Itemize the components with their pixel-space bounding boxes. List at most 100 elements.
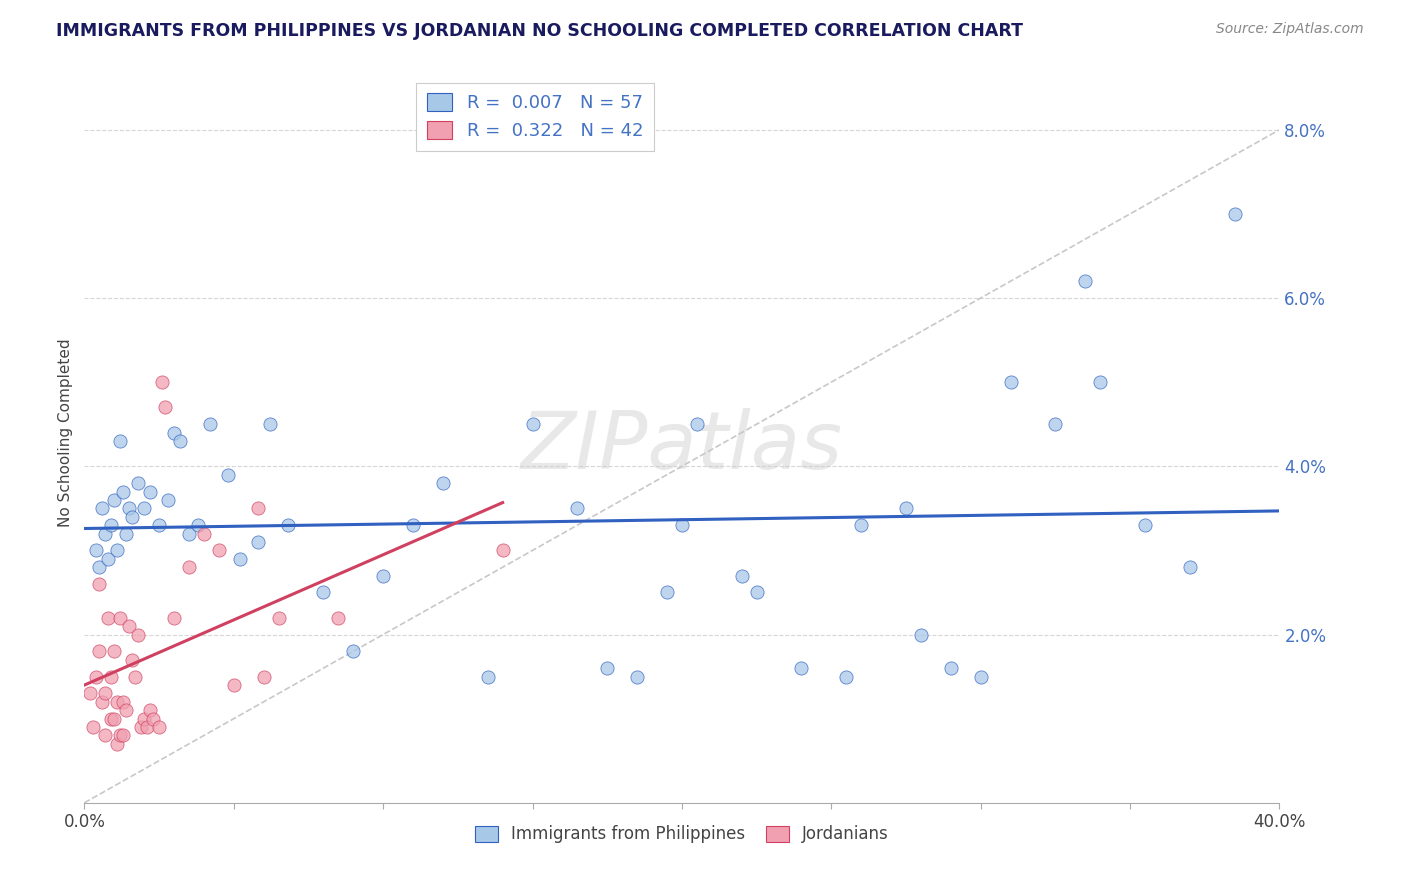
Point (835, 670, 858, 684)
Text: IMMIGRANTS FROM PHILIPPINES VS JORDANIAN NO SCHOOLING COMPLETED CORRELATION CHAR: IMMIGRANTS FROM PHILIPPINES VS JORDANIAN… (56, 22, 1024, 40)
Point (153, 401, 176, 415)
Point (671, 518, 693, 533)
Point (112, 484, 135, 499)
Point (373, 568, 395, 582)
Point (1133, 518, 1156, 533)
Point (105, 737, 128, 751)
Point (129, 720, 152, 734)
Text: Source: ZipAtlas.com: Source: ZipAtlas.com (1216, 22, 1364, 37)
Point (1045, 417, 1067, 432)
Point (150, 375, 173, 389)
Point (100, 670, 122, 684)
Point (745, 585, 768, 599)
Point (626, 670, 648, 684)
Point (894, 501, 917, 516)
Point (432, 476, 454, 491)
Point (132, 712, 156, 726)
Point (127, 627, 149, 641)
Point (402, 518, 425, 533)
Point (246, 501, 269, 516)
Point (1000, 375, 1022, 389)
Point (655, 585, 678, 599)
Point (89, 560, 111, 574)
Point (342, 644, 364, 658)
Point (86, 670, 108, 684)
Point (97, 610, 120, 624)
Point (193, 526, 215, 541)
Point (148, 720, 170, 734)
Point (229, 551, 252, 566)
Point (1223, 207, 1246, 221)
Point (187, 518, 209, 533)
Point (103, 492, 125, 507)
Point (94, 526, 117, 541)
Point (103, 644, 125, 658)
Point (267, 610, 290, 624)
Point (136, 720, 159, 734)
Point (259, 417, 281, 432)
Point (198, 417, 221, 432)
Point (492, 543, 515, 558)
Point (139, 703, 162, 717)
Point (127, 476, 149, 491)
Point (124, 670, 146, 684)
Point (246, 535, 269, 549)
Point (105, 543, 128, 558)
Point (112, 695, 135, 709)
Point (89, 577, 111, 591)
Point (217, 467, 239, 482)
Point (115, 703, 138, 717)
Point (121, 653, 143, 667)
Point (110, 434, 132, 448)
Point (142, 712, 165, 726)
Point (596, 661, 619, 675)
Point (112, 729, 135, 743)
Point (94, 729, 117, 743)
Point (110, 610, 132, 624)
Point (86, 543, 108, 558)
Point (567, 501, 589, 516)
Point (790, 661, 813, 675)
Point (731, 568, 754, 582)
Point (100, 518, 122, 533)
Point (100, 712, 122, 726)
Point (328, 610, 350, 624)
Point (163, 425, 186, 440)
Point (105, 695, 128, 709)
Point (139, 484, 162, 499)
Point (686, 417, 709, 432)
Point (169, 434, 191, 448)
Point (148, 518, 170, 533)
Point (208, 543, 231, 558)
Point (91, 695, 114, 709)
Point (157, 492, 180, 507)
Point (939, 661, 962, 675)
Point (1178, 560, 1201, 574)
Point (79, 686, 101, 700)
Point (851, 518, 873, 533)
Point (118, 501, 141, 516)
Point (94, 686, 117, 700)
Point (163, 610, 186, 624)
Point (477, 670, 499, 684)
Legend: Immigrants from Philippines, Jordanians: Immigrants from Philippines, Jordanians (468, 819, 896, 850)
Point (1074, 274, 1097, 288)
Point (82, 720, 104, 734)
Point (177, 526, 200, 541)
Point (222, 678, 245, 692)
Point (910, 627, 932, 641)
Point (97, 551, 120, 566)
Y-axis label: No Schooling Completed: No Schooling Completed (58, 338, 73, 527)
Point (1090, 375, 1112, 389)
Point (103, 712, 125, 726)
Point (312, 585, 335, 599)
Point (522, 417, 544, 432)
Point (121, 509, 143, 524)
Point (970, 670, 993, 684)
Point (110, 729, 132, 743)
Point (118, 619, 141, 633)
Point (115, 526, 138, 541)
Point (91, 501, 114, 516)
Point (177, 560, 200, 574)
Point (89, 644, 111, 658)
